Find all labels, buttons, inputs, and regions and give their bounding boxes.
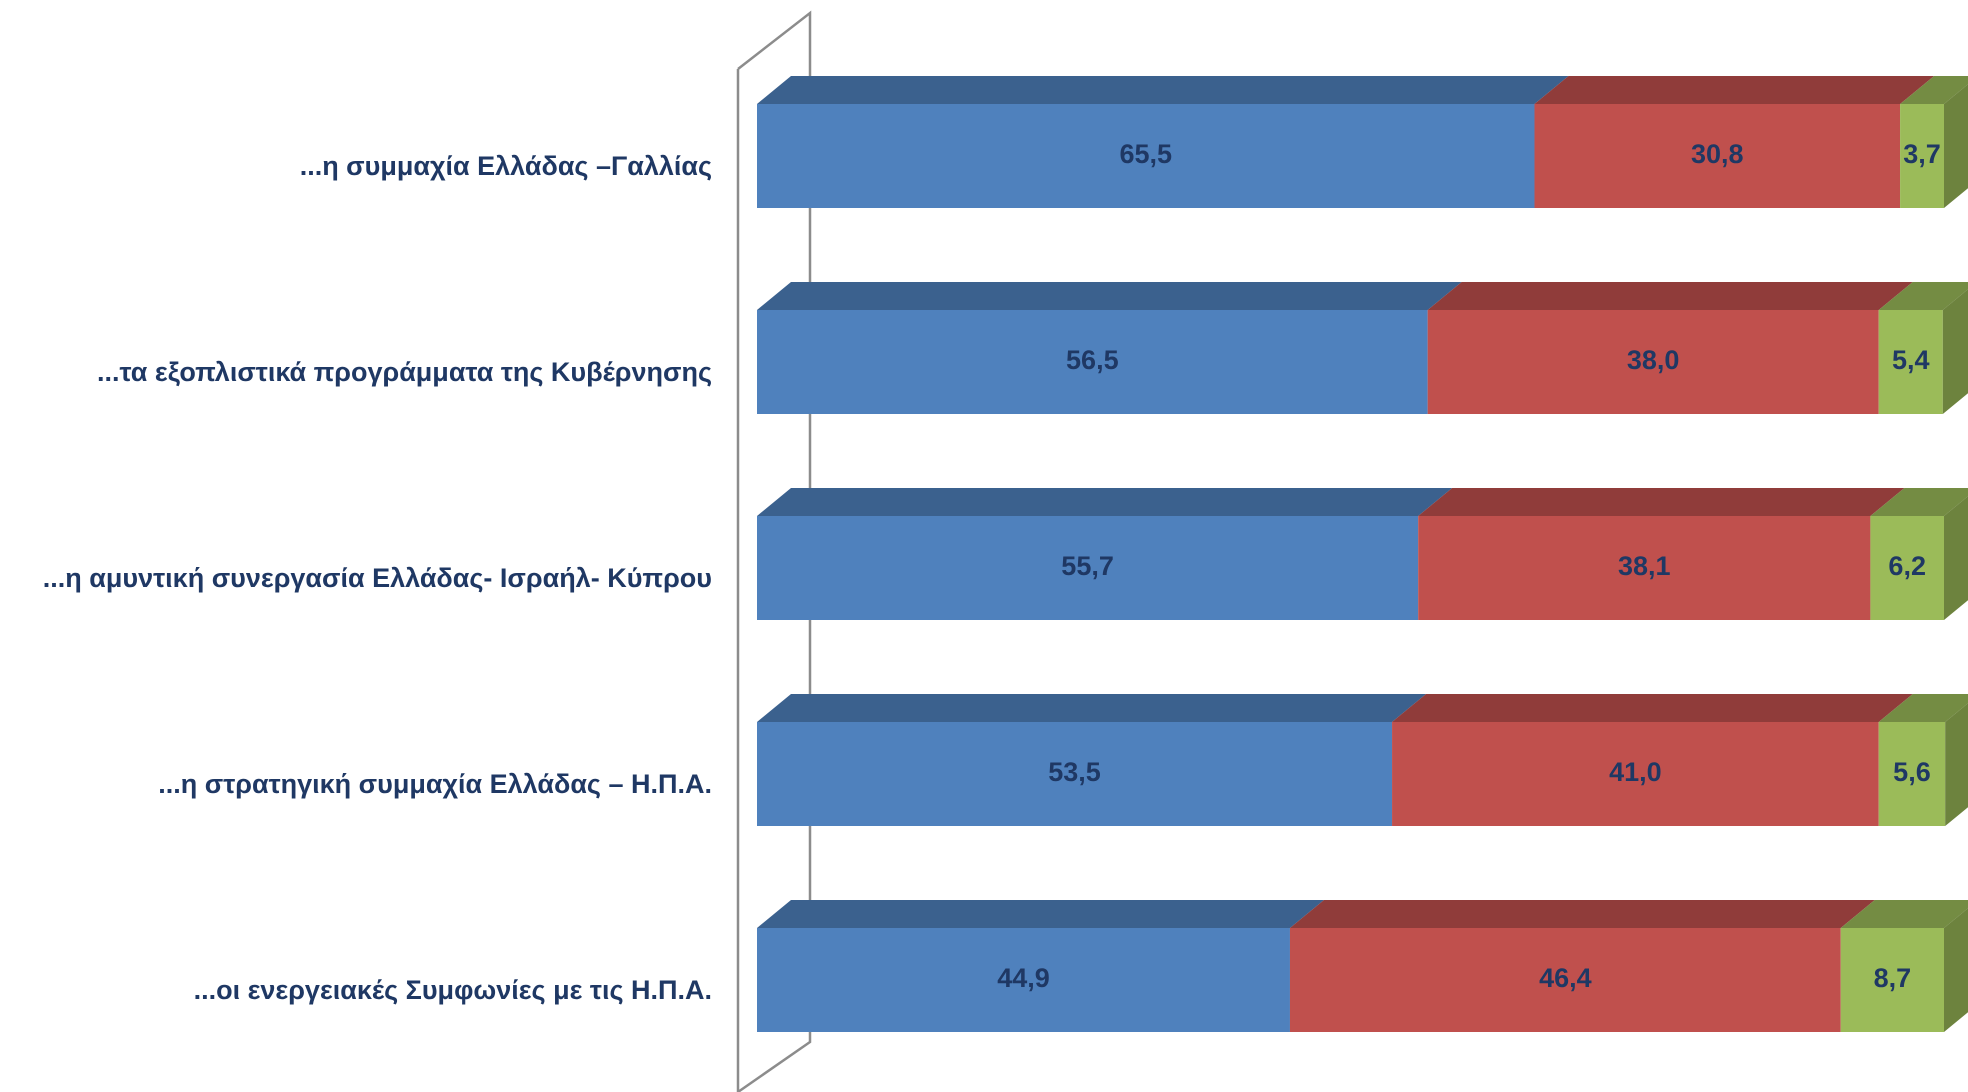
wall [736, 10, 812, 1092]
data-label: 38,0 [1627, 345, 1680, 375]
data-label: 5,6 [1893, 757, 1931, 787]
bar-top [1870, 488, 1968, 516]
bar-side [1942, 289, 1968, 414]
bar-top [757, 488, 1453, 516]
data-label: 56,5 [1066, 345, 1119, 375]
bar-top [1392, 694, 1913, 722]
bar [1878, 310, 1943, 414]
bar [1840, 928, 1944, 1032]
bar [1392, 722, 1879, 826]
category-label: ...οι ενεργειακές Συμφωνίες με τις Η.Π.Α… [194, 975, 712, 1005]
bar [1427, 310, 1879, 414]
bar-top [1878, 282, 1968, 310]
bar [757, 722, 1393, 826]
bar [1418, 516, 1871, 620]
bar [1878, 722, 1946, 826]
bar-top [1878, 694, 1968, 722]
bar [757, 104, 1535, 208]
bar [1534, 104, 1901, 208]
bar [757, 310, 1428, 414]
data-label: 55,7 [1061, 551, 1114, 581]
bar [757, 516, 1419, 620]
bar-top [757, 282, 1462, 310]
bar-top [1418, 488, 1905, 516]
category-label: ...η αμυντική συνεργασία Ελλάδας- Ισραήλ… [43, 563, 712, 593]
bar-side [1944, 84, 1968, 208]
bar [1289, 928, 1841, 1032]
bar-top [1840, 900, 1968, 928]
data-label: 6,2 [1888, 551, 1926, 581]
category-label: ...η στρατηγική συμμαχία Ελλάδας – Η.Π.Α… [158, 769, 712, 799]
data-label: 8,7 [1874, 963, 1912, 993]
data-label: 3,7 [1903, 139, 1941, 169]
category-label: ...η συμμαχία Ελλάδας –Γαλλίας [300, 151, 712, 181]
data-label: 44,9 [997, 963, 1050, 993]
bar-side [1944, 908, 1968, 1032]
bar-top [1289, 900, 1875, 928]
bar-top [1534, 76, 1935, 104]
bar-top [757, 900, 1324, 928]
data-label: 38,1 [1618, 551, 1671, 581]
bar-top [757, 694, 1427, 722]
bar [757, 928, 1290, 1032]
bar [1900, 104, 1944, 208]
bar-top [757, 76, 1569, 104]
bar [1870, 516, 1944, 620]
data-label: 65,5 [1119, 139, 1172, 169]
data-label: 30,8 [1691, 139, 1744, 169]
bar-side [1945, 703, 1968, 826]
data-label: 53,5 [1048, 757, 1101, 787]
data-label: 46,4 [1539, 963, 1592, 993]
category-label: ...τα εξοπλιστικά προγράμματα της Κυβέρν… [97, 357, 712, 387]
data-label: 5,4 [1892, 345, 1930, 375]
bar-top [1427, 282, 1913, 310]
bar-top [1900, 76, 1968, 104]
data-label: 41,0 [1609, 757, 1662, 787]
bar-side [1944, 496, 1968, 620]
